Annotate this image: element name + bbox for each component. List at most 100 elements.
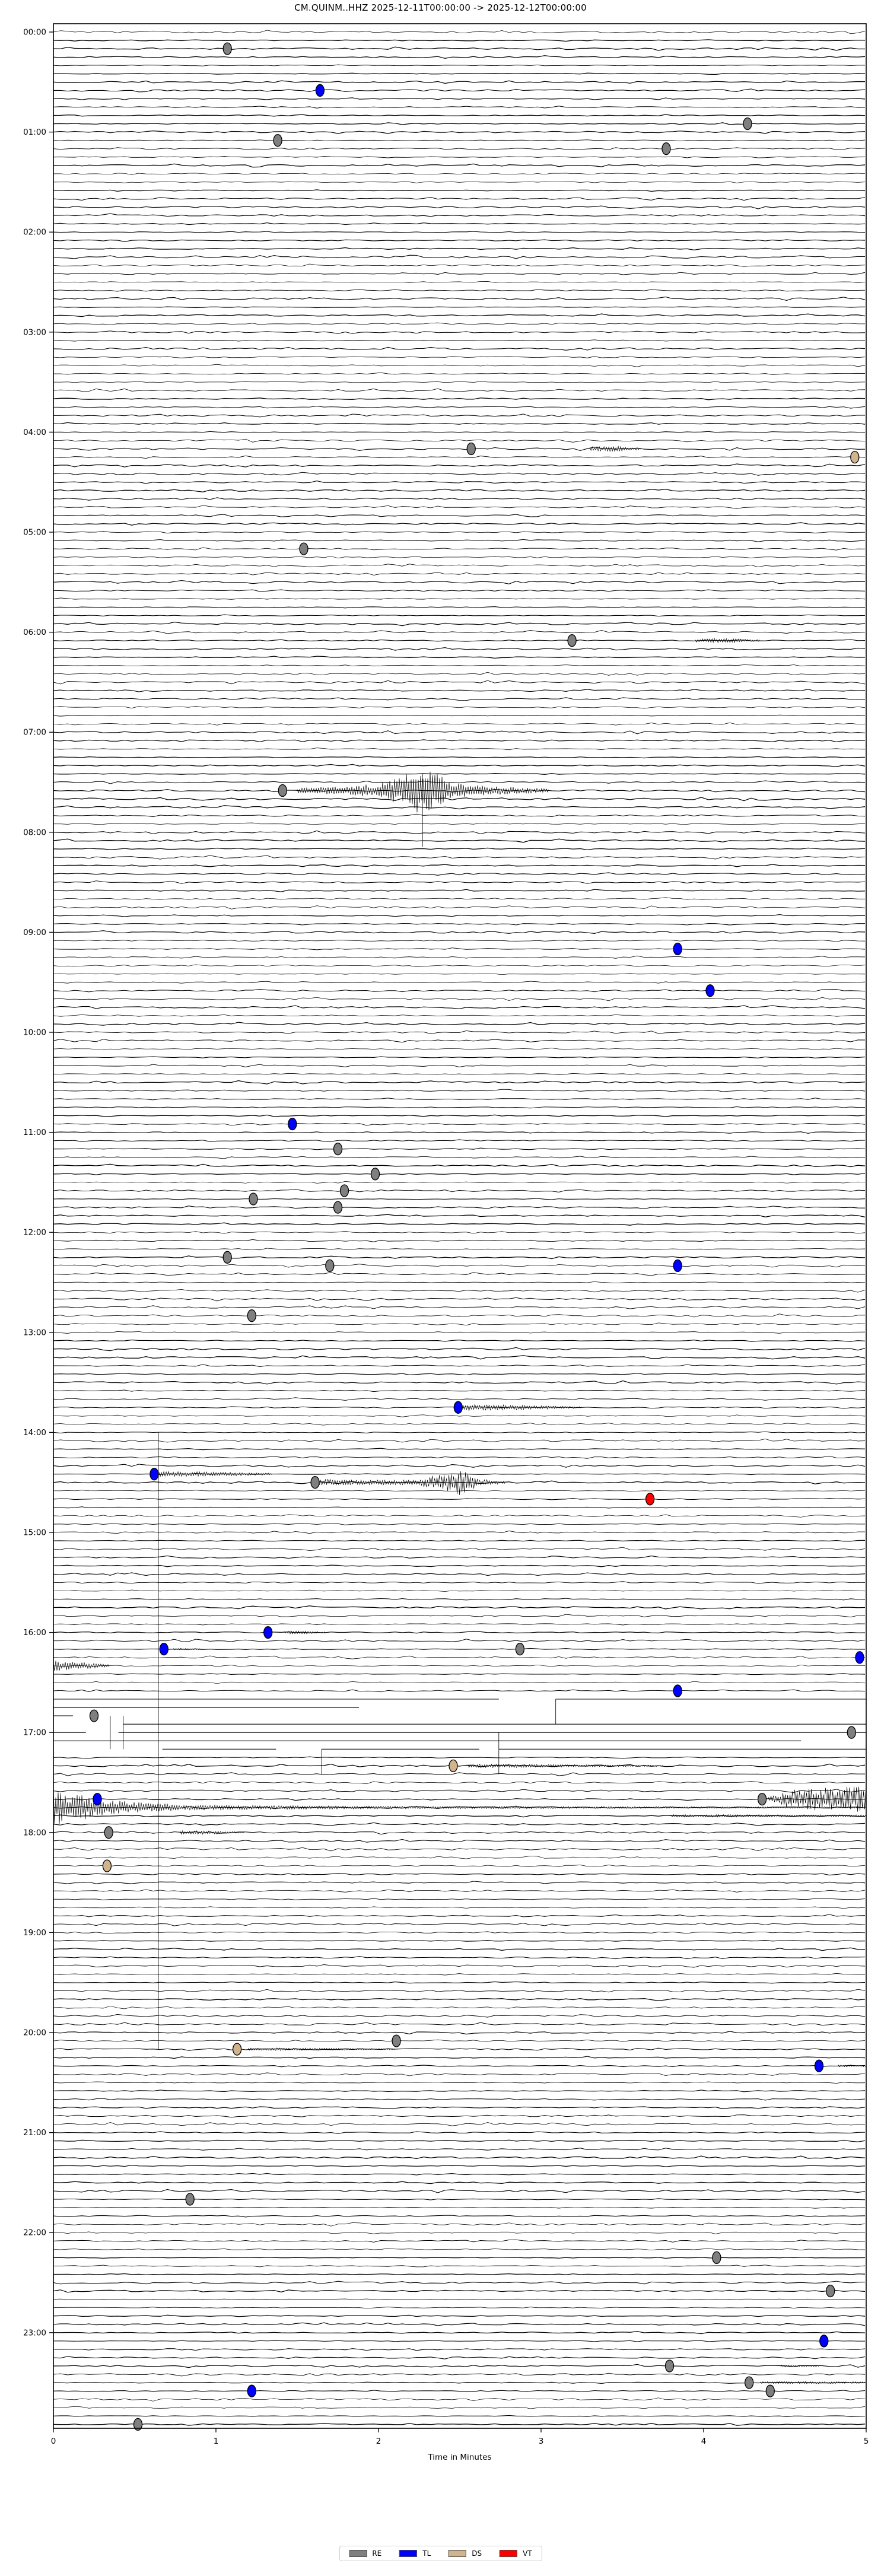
legend-item-VT: VT — [500, 2549, 532, 2558]
event-marker-VT — [645, 1493, 655, 1506]
hour-label: 14:00 — [23, 1428, 46, 1438]
x-axis: 0 1 2 3 4 5 Time in Minutes — [51, 2428, 869, 2462]
legend-swatch-VT — [500, 2550, 518, 2557]
legend-label: TL — [422, 2549, 431, 2558]
event-marker-RE — [249, 1192, 258, 1206]
x-tick-label: 5 — [864, 2437, 869, 2446]
event-marker-RE — [333, 1201, 343, 1214]
event-marker-TL — [93, 1792, 102, 1806]
hour-label: 01:00 — [23, 128, 46, 137]
event-marker-TL — [673, 942, 682, 956]
event-marker-DS — [449, 1759, 458, 1773]
event-marker-RE — [745, 2376, 754, 2389]
hour-label: 21:00 — [23, 2128, 46, 2138]
event-marker-RE — [515, 1643, 525, 1656]
event-marker-RE — [743, 117, 752, 131]
hour-label: 07:00 — [23, 728, 46, 737]
event-marker-RE — [661, 142, 671, 155]
hour-label: 05:00 — [23, 528, 46, 538]
hour-label: 13:00 — [23, 1328, 46, 1337]
event-marker-RE — [567, 634, 577, 647]
event-marker-RE — [392, 2034, 401, 2047]
event-marker-RE — [826, 2284, 835, 2298]
event-marker-DS — [850, 450, 860, 464]
event-marker-RE — [185, 2193, 195, 2206]
event-marker-RE — [133, 2418, 143, 2431]
event-marker-DS — [232, 2043, 242, 2056]
hour-label: 20:00 — [23, 2028, 46, 2038]
event-marker-DS — [102, 1859, 112, 1872]
hour-label: 22:00 — [23, 2228, 46, 2238]
event-bursts — [53, 446, 867, 2384]
hour-label: 15:00 — [23, 1528, 46, 1538]
event-marker-RE — [466, 442, 476, 456]
event-marker-TL — [263, 1626, 273, 1639]
trace-rows — [53, 30, 866, 2426]
event-marker-RE — [664, 2359, 675, 2373]
hour-label: 16:00 — [23, 1628, 46, 1637]
hour-label: 00:00 — [23, 28, 46, 37]
event-marker-RE — [299, 542, 308, 555]
event-marker-TL — [673, 1259, 682, 1273]
event-marker-RE — [757, 1792, 767, 1806]
legend-swatch-TL — [399, 2550, 418, 2557]
event-marker-RE — [247, 1309, 256, 1322]
event-marker-RE — [278, 784, 287, 797]
hour-label: 09:00 — [23, 928, 46, 937]
event-marker-RE — [325, 1259, 335, 1273]
x-tick-label: 3 — [539, 2437, 544, 2446]
y-axis: 00:00 01:00 02:00 03:00 04:00 05:00 06:00 07:00… — [23, 28, 53, 2338]
event-marker-TL — [819, 2335, 829, 2348]
event-marker-RE — [333, 1143, 343, 1156]
event-marker-RE — [712, 2251, 721, 2265]
hour-label: 08:00 — [23, 828, 46, 837]
event-marker-TL — [705, 984, 715, 997]
event-marker-TL — [247, 2384, 256, 2397]
legend: RE TL DS VT — [339, 2546, 542, 2561]
hour-label: 23:00 — [23, 2328, 46, 2338]
event-marker-RE — [765, 2384, 775, 2397]
event-marker-RE — [222, 1251, 232, 1264]
x-tick-label: 2 — [376, 2437, 381, 2446]
hour-label: 17:00 — [23, 1728, 46, 1738]
artifact-vlines — [110, 1432, 556, 2050]
hour-label: 06:00 — [23, 628, 46, 637]
hour-label: 18:00 — [23, 1828, 46, 1837]
event-marker-RE — [89, 1709, 99, 1722]
hour-label: 12:00 — [23, 1228, 46, 1238]
event-marker-RE — [370, 1168, 380, 1181]
event-marker-RE — [847, 1726, 856, 1739]
event-marker-TL — [315, 84, 325, 97]
legend-label: RE — [372, 2549, 382, 2558]
event-marker-RE — [310, 1476, 320, 1489]
x-tick-label: 0 — [51, 2437, 56, 2446]
hour-label: 04:00 — [23, 428, 46, 437]
event-marker-TL — [150, 1468, 159, 1481]
x-tick-label: 1 — [214, 2437, 219, 2446]
legend-swatch-RE — [349, 2550, 367, 2557]
event-marker-RE — [273, 134, 282, 147]
event-marker-TL — [814, 2059, 824, 2072]
artifact-step-rows — [53, 1699, 866, 1750]
event-marker-RE — [104, 1826, 113, 1839]
hour-label: 02:00 — [23, 228, 46, 237]
legend-label: DS — [472, 2549, 482, 2558]
legend-item-RE: RE — [349, 2549, 381, 2558]
event-marker-RE — [339, 1184, 349, 1197]
event-marker-TL — [453, 1401, 463, 1414]
event-markers — [89, 42, 864, 2431]
x-tick-label: 4 — [701, 2437, 707, 2446]
event-marker-TL — [673, 1684, 682, 1697]
hour-label: 11:00 — [23, 1128, 46, 1137]
event-marker-TL — [855, 1651, 864, 1664]
plot-title: CM.QUINM..HHZ 2025-12-11T00:00:00 -> 202… — [294, 2, 587, 13]
event-marker-TL — [288, 1117, 297, 1131]
event-marker-RE — [222, 42, 232, 55]
event-marker-TL — [159, 1643, 168, 1656]
x-axis-label: Time in Minutes — [427, 2453, 491, 2462]
legend-swatch-DS — [449, 2550, 467, 2557]
hour-label: 19:00 — [23, 1928, 46, 1938]
hour-label: 03:00 — [23, 327, 46, 337]
